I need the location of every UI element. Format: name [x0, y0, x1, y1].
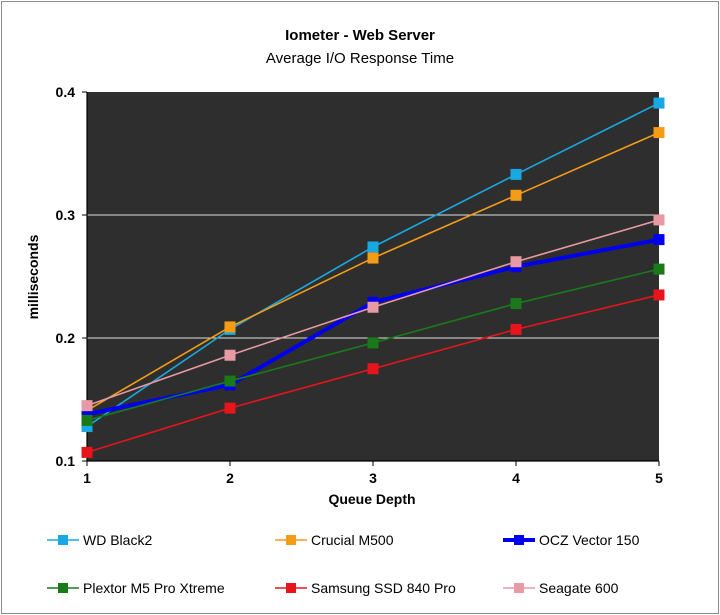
legend-label: Plextor M5 Pro Xtreme [83, 580, 225, 596]
legend: WD Black2 Crucial M500 OCZ Vector 150 Plext… [47, 532, 640, 596]
x-tick-label: 3 [369, 470, 377, 486]
x-axis-ticks: 1 2 3 4 5 [83, 461, 663, 486]
data-point [367, 301, 379, 313]
y-tick-label: 0.4 [56, 84, 76, 100]
data-point [653, 127, 665, 139]
legend-item-seagate-600: Seagate 600 [503, 580, 619, 596]
chart-title: Iometer - Web Server [285, 27, 435, 44]
legend-swatch-marker [58, 583, 68, 593]
data-point [81, 408, 93, 420]
legend-item-wd-black2: WD Black2 [47, 532, 152, 548]
y-tick-label: 0.1 [56, 453, 76, 469]
data-point [510, 189, 522, 201]
plot-area [87, 92, 659, 461]
legend-swatch-marker [58, 535, 68, 545]
data-point [224, 402, 236, 414]
data-point [510, 298, 522, 310]
legend-item-plextor-m5-pro-xtreme: Plextor M5 Pro Xtreme [47, 580, 225, 596]
data-point [653, 97, 665, 109]
legend-label: OCZ Vector 150 [539, 532, 640, 548]
legend-item-crucial-m500: Crucial M500 [275, 532, 394, 548]
legend-label: Seagate 600 [539, 580, 619, 596]
legend-item-samsung-ssd-840-pro: Samsung SSD 840 Pro [275, 580, 456, 596]
x-tick-label: 4 [512, 470, 520, 486]
legend-swatch-marker [514, 535, 524, 545]
data-point [653, 263, 665, 275]
series-group [81, 97, 665, 458]
series-samsung-ssd-840-pro [81, 289, 665, 458]
y-axis-label: milliseconds [25, 234, 41, 319]
data-point [653, 214, 665, 226]
data-point [367, 337, 379, 349]
data-point [367, 252, 379, 264]
data-point [653, 289, 665, 301]
legend-swatch-marker [286, 535, 296, 545]
data-point [81, 400, 93, 412]
legend-label: Crucial M500 [311, 532, 394, 548]
x-tick-label: 1 [83, 470, 91, 486]
legend-swatch-marker [514, 583, 524, 593]
data-point [510, 323, 522, 335]
data-point [81, 421, 93, 433]
x-tick-label: 2 [226, 470, 234, 486]
legend-item-ocz-vector-150: OCZ Vector 150 [503, 532, 640, 548]
data-point [224, 349, 236, 361]
x-axis-label: Queue Depth [328, 491, 415, 507]
chart-subtitle: Average I/O Response Time [266, 50, 454, 67]
legend-label: WD Black2 [83, 532, 152, 548]
data-point [224, 321, 236, 333]
data-point [367, 363, 379, 375]
data-point [653, 234, 665, 246]
y-tick-label: 0.2 [56, 330, 76, 346]
legend-swatch-marker [286, 583, 296, 593]
y-axis-ticks: 0.1 0.2 0.3 0.4 [56, 84, 87, 469]
legend-label: Samsung SSD 840 Pro [311, 580, 456, 596]
x-tick-label: 5 [655, 470, 663, 486]
data-point [510, 168, 522, 180]
data-point [367, 241, 379, 253]
series-seagate-600 [81, 214, 665, 412]
data-point [224, 375, 236, 387]
data-point [81, 414, 93, 426]
data-point [81, 446, 93, 458]
series-plextor-m5-pro-xtreme [81, 263, 665, 426]
y-tick-label: 0.3 [56, 207, 76, 223]
data-point [510, 256, 522, 268]
